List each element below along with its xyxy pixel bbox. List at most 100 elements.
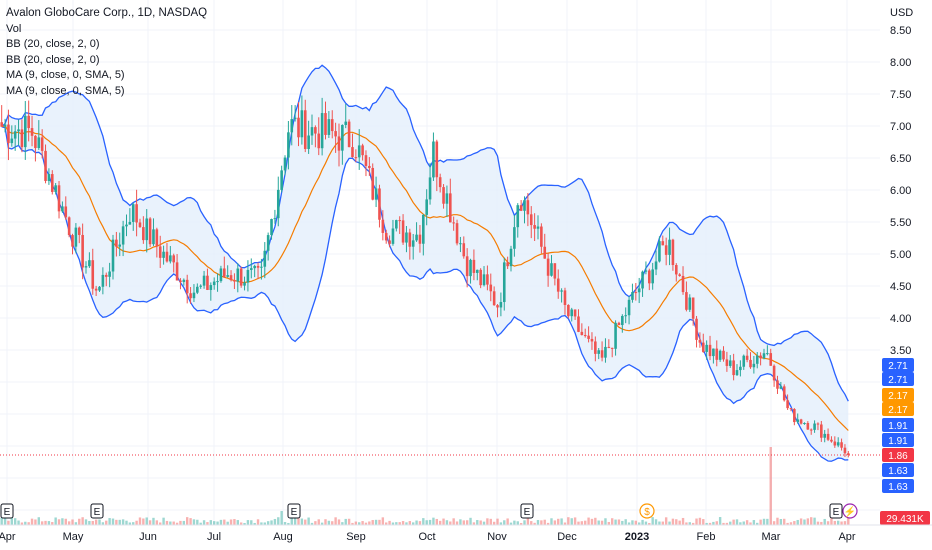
- candle-body: [813, 423, 816, 430]
- volume-bar: [209, 520, 213, 525]
- candle-body: [64, 206, 68, 218]
- volume-bar: [13, 518, 17, 525]
- split-marker[interactable]: ⚡: [842, 503, 858, 519]
- volume-bar: [563, 522, 567, 525]
- candle-body: [47, 174, 51, 181]
- candle-body: [776, 380, 779, 389]
- currency-label: USD: [890, 7, 913, 19]
- candle-body: [654, 261, 658, 270]
- volume-bar: [135, 520, 138, 525]
- candle-body: [189, 293, 192, 299]
- volume-bar: [756, 522, 759, 525]
- candle-body: [830, 439, 833, 442]
- candle-body: [553, 263, 557, 279]
- volume-bar: [270, 520, 273, 525]
- volume-bar: [30, 518, 34, 525]
- candle-body: [155, 229, 159, 247]
- volume-bar: [378, 519, 381, 525]
- volume-bar: [499, 522, 503, 525]
- volume-bar: [307, 517, 310, 525]
- candle-body: [287, 132, 290, 158]
- candle-body: [428, 177, 432, 200]
- candle-body: [445, 193, 449, 204]
- candle-body: [502, 262, 506, 303]
- volume-bar: [681, 517, 685, 525]
- volume-bar: [442, 518, 445, 525]
- volume-bar: [752, 520, 756, 525]
- volume-bar: [594, 517, 597, 525]
- candle-body: [570, 309, 574, 317]
- volume-bar: [290, 517, 293, 525]
- dividend-marker[interactable]: $: [639, 503, 655, 519]
- volume-bar: [786, 522, 789, 525]
- price-tag: 2.71: [882, 372, 914, 386]
- candle-body: [448, 193, 452, 223]
- earnings-marker-box: [829, 503, 843, 519]
- candle-body: [411, 240, 415, 247]
- candle-body: [121, 226, 125, 245]
- volume-bar: [334, 517, 337, 525]
- candle-body: [0, 122, 3, 127]
- time-tick-label: Nov: [487, 531, 507, 543]
- candle-body: [715, 348, 719, 360]
- volume-bar: [192, 519, 196, 525]
- candle-body: [398, 220, 402, 222]
- candle-body: [57, 185, 61, 212]
- volume-bar: [280, 511, 283, 525]
- event-marker-glyph: $: [644, 507, 650, 518]
- candle-body: [280, 170, 283, 190]
- earnings-marker[interactable]: E: [287, 503, 301, 519]
- volume-bar: [482, 521, 486, 525]
- candle-body: [297, 117, 300, 138]
- candle-body: [401, 220, 405, 243]
- volume-bar: [169, 521, 172, 525]
- price-tag: 1.63: [882, 463, 914, 477]
- candle-body: [3, 124, 7, 127]
- time-axis[interactable]: Apr May Jun Jul Aug Sep Oct Nov Dec 2023 Feb Mar Apr: [0, 524, 932, 543]
- time-tick-label: Mar: [762, 531, 781, 543]
- candle-body: [809, 429, 813, 431]
- candle-body: [631, 292, 634, 300]
- earnings-marker-box: [0, 503, 14, 519]
- candle-body: [475, 269, 479, 273]
- candle-body: [388, 240, 391, 244]
- volume-bar: [769, 447, 772, 525]
- volume-bar: [354, 521, 358, 525]
- volume-bar: [742, 521, 745, 525]
- price-tick-label: 5.50: [890, 217, 911, 229]
- candle-body: [735, 370, 739, 376]
- volume-bar: [88, 520, 91, 525]
- volume-bar: [847, 517, 850, 525]
- volume-bar: [317, 519, 320, 525]
- volume-bar: [428, 519, 432, 525]
- candle-body: [357, 145, 361, 158]
- price-tag: 1.86: [882, 448, 914, 462]
- volume-bar: [641, 519, 644, 525]
- event-marker-glyph: E: [94, 507, 101, 518]
- volume-bar: [644, 521, 648, 525]
- earnings-marker[interactable]: E: [829, 503, 843, 519]
- price-axis[interactable]: USD 8.50 8.00 7.50 7.00 6.50 6.00 5.50 5.00 4.50 4…: [890, 7, 913, 357]
- price-tag-label: 29.431K: [886, 514, 924, 525]
- candle-body: [50, 174, 54, 192]
- candle-body: [408, 232, 412, 247]
- volume-bar: [462, 520, 465, 525]
- candle-body: [509, 248, 513, 267]
- candle-body: [793, 409, 796, 423]
- earnings-marker[interactable]: E: [90, 503, 104, 519]
- earnings-marker[interactable]: E: [0, 503, 14, 519]
- candle-body: [546, 258, 550, 276]
- volume-bar: [611, 518, 614, 525]
- candle-body: [135, 204, 138, 223]
- time-tick-label: May: [63, 531, 84, 543]
- volume-bar: [273, 518, 277, 525]
- volume-bar: [540, 520, 543, 525]
- candle-body: [718, 350, 722, 360]
- candle-body: [415, 234, 418, 241]
- time-tick-label: Feb: [697, 531, 716, 543]
- candle-body: [465, 256, 469, 277]
- earnings-marker[interactable]: E: [520, 503, 534, 519]
- event-marker-glyph: E: [833, 507, 840, 518]
- candle-body: [361, 145, 364, 156]
